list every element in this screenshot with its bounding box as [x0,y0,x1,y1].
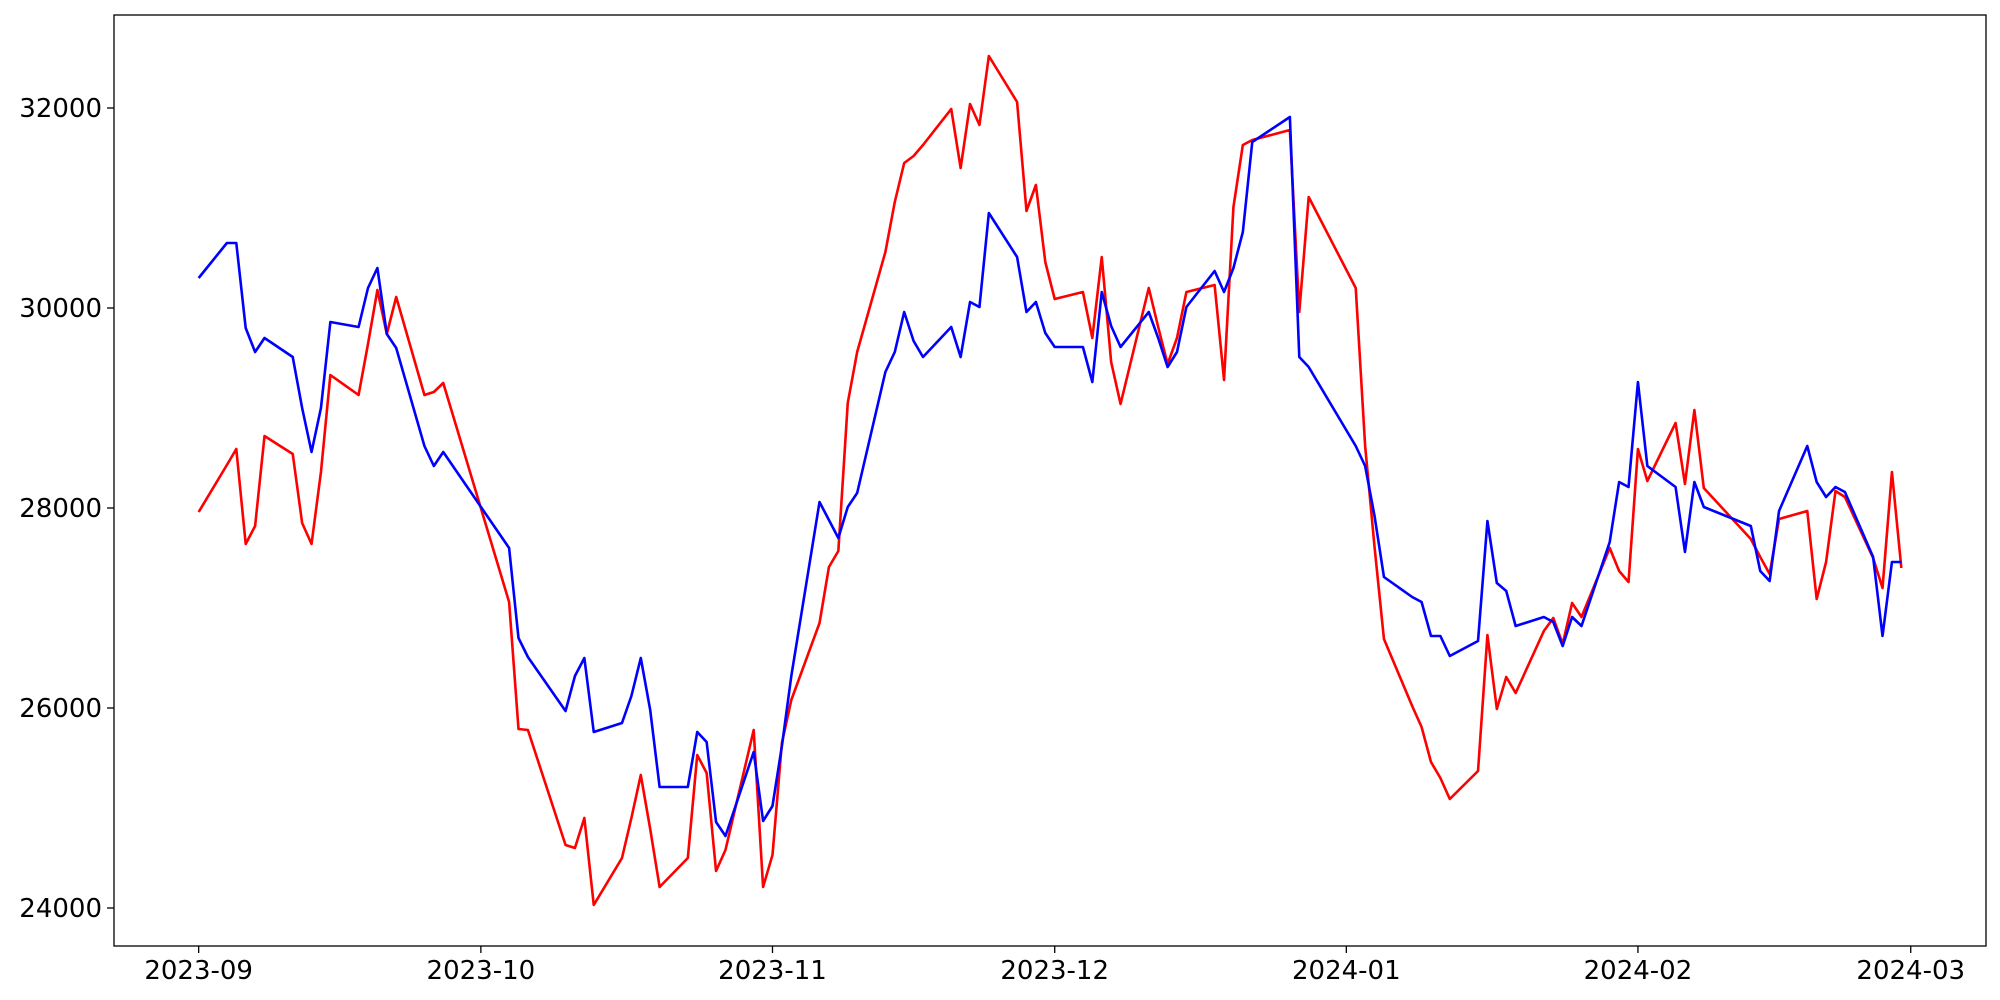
y-tick-label: 32000 [19,94,102,124]
series-line [197,115,1902,838]
series-line [197,54,1903,907]
x-tick-label: 2024-01 [1292,956,1401,986]
y-tick-label: 24000 [19,894,102,924]
x-tick-label: 2023-10 [427,956,536,986]
plot-frame [113,14,1987,947]
x-tick-label: 2023-11 [718,956,827,986]
x-tick-label: 2023-09 [144,956,253,986]
y-tick-label: 28000 [19,494,102,524]
y-tick-label: 26000 [19,694,102,724]
x-tick-label: 2024-03 [1856,956,1965,986]
x-tick-label: 2023-12 [1000,956,1109,986]
x-tick-label: 2024-02 [1584,956,1693,986]
y-tick-label: 30000 [19,294,102,324]
